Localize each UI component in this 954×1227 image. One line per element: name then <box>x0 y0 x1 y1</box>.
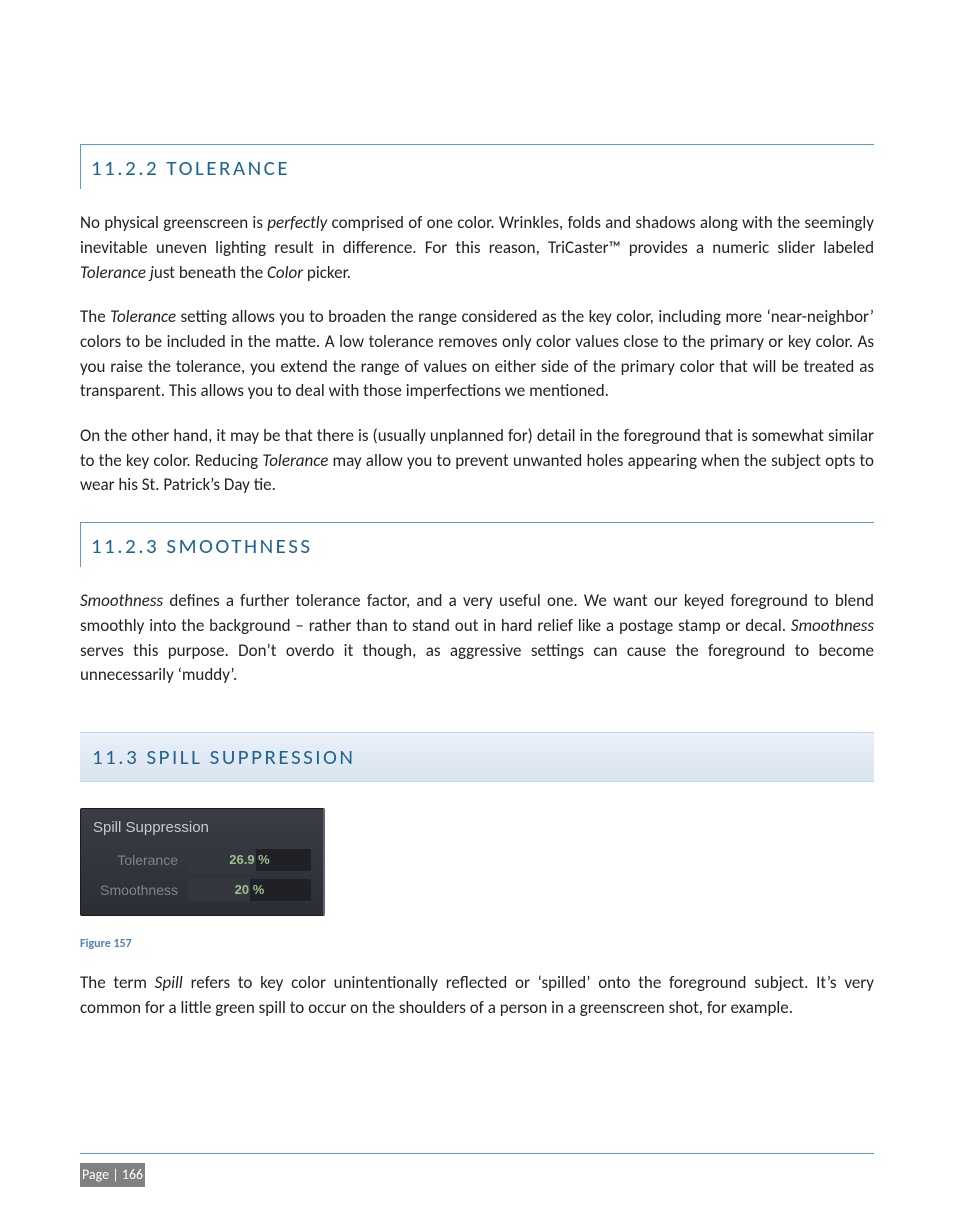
text: setting allows you to broaden the range … <box>80 306 874 401</box>
heading-smoothness: 11.2.3 SMOOTHNESS <box>80 522 874 567</box>
emphasis-color: Color <box>267 262 303 283</box>
smoothness-paragraph-1: Smoothness defines a further tolerance f… <box>80 589 874 688</box>
tolerance-paragraph-3: On the other hand, it may be that there … <box>80 424 874 498</box>
tolerance-paragraph-1: No physical greenscreen is perfectly com… <box>80 211 874 285</box>
text: picker. <box>303 262 351 283</box>
spill-label-smoothness: Smoothness <box>93 880 188 900</box>
page-label: Page | <box>82 1166 122 1183</box>
emphasis-tolerance: Tolerance <box>110 306 176 327</box>
emphasis-smoothness: Smoothness <box>791 615 874 636</box>
spill-slider-smoothness[interactable]: 20 % <box>188 879 311 901</box>
emphasis-tolerance-j: Tolerance j <box>80 262 154 283</box>
spill-row-smoothness: Smoothness 20 % <box>93 875 311 905</box>
spill-value-tolerance: 26.9 % <box>188 849 311 871</box>
text: The <box>80 306 110 327</box>
text: ust beneath the <box>154 262 267 283</box>
spill-row-tolerance: Tolerance 26.9 % <box>93 845 311 875</box>
tolerance-paragraph-2: The Tolerance setting allows you to broa… <box>80 305 874 404</box>
page-number: 166 <box>122 1166 143 1183</box>
text: serves this purpose. Don’t overdo it tho… <box>80 640 874 686</box>
spill-panel-title: Spill Suppression <box>93 817 311 839</box>
spill-paragraph-1: The term Spill refers to key color unint… <box>80 971 874 1020</box>
emphasis-perfectly: perfectly <box>267 212 327 233</box>
text: No physical greenscreen is <box>80 212 267 233</box>
text: The term <box>80 972 155 993</box>
spill-suppression-panel: Spill Suppression Tolerance 26.9 % Smoot… <box>80 808 325 916</box>
emphasis-smoothness: Smoothness <box>80 590 163 611</box>
spill-slider-tolerance[interactable]: 26.9 % <box>188 849 311 871</box>
text: refers to key color unintentionally refl… <box>80 972 874 1018</box>
spill-value-smoothness: 20 % <box>188 879 311 901</box>
heading-tolerance: 11.2.2 TOLERANCE <box>80 144 874 189</box>
spill-label-tolerance: Tolerance <box>93 850 188 870</box>
heading-spill-suppression: 11.3 SPILL SUPPRESSION <box>80 732 874 782</box>
figure-caption: Figure 157 <box>80 936 874 953</box>
emphasis-tolerance: Tolerance <box>262 450 328 471</box>
emphasis-spill: Spill <box>155 972 183 993</box>
page-footer: Page | 166 <box>80 1163 145 1187</box>
footer-rule <box>80 1153 874 1154</box>
text: defines a further tolerance factor, and … <box>80 590 874 636</box>
